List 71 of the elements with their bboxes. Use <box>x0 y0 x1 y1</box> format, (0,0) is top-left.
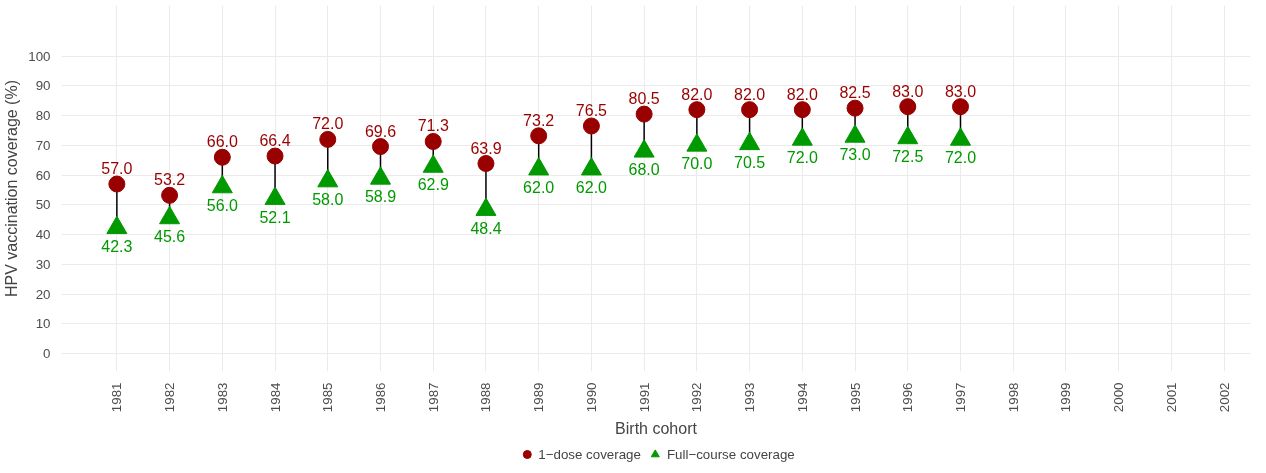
data-label: 80.5 <box>628 90 660 108</box>
data-label: 73.2 <box>523 111 555 129</box>
data-label: 72.0 <box>312 115 344 133</box>
x-tick-label: 1985 <box>320 382 336 413</box>
data-label: 68.0 <box>628 161 660 179</box>
data-label: 69.6 <box>364 122 397 140</box>
data-label: 72.5 <box>892 147 924 165</box>
x-tick-label: 1996 <box>900 382 916 413</box>
data-label: 82.0 <box>786 85 818 103</box>
data-label: 76.5 <box>575 102 608 120</box>
data-label: 73.0 <box>839 146 871 164</box>
x-tick-label: 1983 <box>214 382 230 413</box>
x-tick-label: 1989 <box>531 382 547 413</box>
data-label: 83.0 <box>892 82 924 100</box>
data-label: 72.0 <box>944 149 977 167</box>
data-label: 53.2 <box>154 171 186 189</box>
x-tick-label: 1981 <box>109 382 125 413</box>
y-tick-label: 0 <box>43 346 51 362</box>
y-tick-label: 70 <box>35 137 51 153</box>
x-tick-label: 2002 <box>1216 382 1232 413</box>
data-label: 57.0 <box>101 160 133 178</box>
data-label: 82.5 <box>839 84 871 102</box>
x-tick-label: 1988 <box>478 382 494 413</box>
data-label: 62.0 <box>523 179 555 197</box>
data-label: 72.0 <box>786 149 818 167</box>
data-label: 56.0 <box>206 197 238 215</box>
x-tick-label: 1990 <box>583 382 599 413</box>
data-label: 62.0 <box>575 179 608 197</box>
x-tick-label: 1999 <box>1058 382 1074 413</box>
x-tick-label: 1998 <box>1005 382 1021 413</box>
data-label: 52.1 <box>259 208 291 226</box>
legend-label: Full−course coverage <box>666 446 795 462</box>
x-tick-label: 1994 <box>794 381 810 413</box>
x-tick-label: 2000 <box>1111 382 1127 413</box>
x-tick-label: 2001 <box>1163 382 1179 413</box>
y-tick-label: 10 <box>35 316 51 332</box>
data-label: 48.4 <box>470 219 502 237</box>
x-axis-title: Birth cohort <box>615 420 698 438</box>
data-label: 70.0 <box>681 155 713 173</box>
y-tick-label: 100 <box>28 48 51 64</box>
y-tick-label: 90 <box>35 78 51 94</box>
x-tick-label: 1984 <box>267 381 283 413</box>
x-tick-label: 1997 <box>953 382 968 413</box>
data-label: 42.3 <box>101 237 133 255</box>
y-axis-title: HPV vaccination coverage (%) <box>3 80 21 297</box>
x-tick-label: 1986 <box>373 382 388 413</box>
data-label: 66.4 <box>259 132 291 150</box>
data-label: 82.0 <box>681 85 713 103</box>
x-tick-label: 1982 <box>162 382 178 413</box>
legend-label: 1−dose coverage <box>538 446 641 462</box>
x-tick-label: 1993 <box>742 382 758 413</box>
data-label: 63.9 <box>470 139 502 157</box>
x-tick-label: 1995 <box>847 382 863 413</box>
x-tick-label: 1991 <box>636 382 652 413</box>
data-label: 45.6 <box>154 227 186 245</box>
data-label: 66.0 <box>206 133 238 151</box>
x-tick-label: 1987 <box>425 382 441 413</box>
data-label: 83.0 <box>944 82 977 100</box>
data-label: 70.5 <box>734 153 766 171</box>
data-label: 62.9 <box>417 176 449 194</box>
y-tick-label: 20 <box>35 286 51 302</box>
x-tick-label: 1992 <box>689 382 705 413</box>
data-label: 58.9 <box>364 188 397 206</box>
y-tick-label: 50 <box>35 197 51 213</box>
data-label: 82.0 <box>734 85 766 103</box>
y-tick-label: 60 <box>35 167 51 183</box>
data-label: 58.0 <box>312 191 344 209</box>
y-tick-label: 40 <box>35 227 51 243</box>
y-tick-label: 30 <box>35 256 51 272</box>
y-tick-label: 80 <box>35 108 51 124</box>
data-label: 71.3 <box>417 117 449 135</box>
